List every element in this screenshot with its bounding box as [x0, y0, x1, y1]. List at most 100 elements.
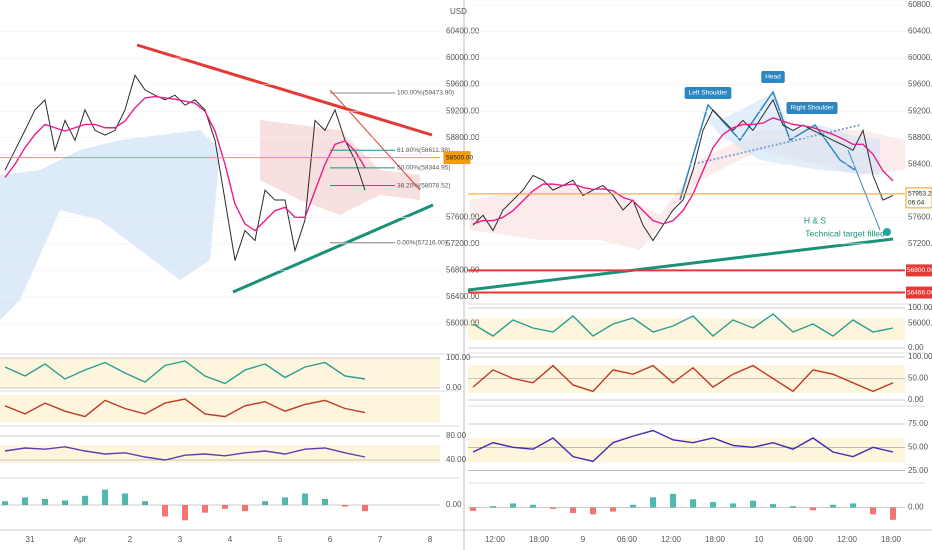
histogram-bar: [790, 506, 796, 508]
y-tick-label: 60000.00: [446, 53, 480, 62]
histogram-bar: [222, 505, 228, 509]
histogram-bar: [82, 495, 88, 505]
series-line: [472, 98, 894, 242]
series-line: [4, 74, 366, 261]
pattern-box: [684, 87, 732, 99]
y-tick-label: 56000.00: [446, 319, 480, 328]
y-tick-label: 100.00: [908, 352, 932, 361]
series-line: [472, 117, 894, 225]
series-line: [4, 446, 366, 461]
y-tick-label: 57600.00: [446, 212, 480, 221]
histogram-bar: [62, 500, 68, 505]
histogram-bar: [550, 507, 556, 509]
trendline: [232, 203, 434, 294]
fib-label: 50.00%(58344.95): [397, 165, 451, 172]
histogram-bar: [570, 507, 576, 513]
trendline: [136, 43, 433, 137]
histogram-bar: [810, 507, 816, 511]
x-tick-label: 10: [755, 535, 764, 544]
price-box: [443, 151, 471, 165]
series-line: [472, 429, 894, 463]
y-tick-label: 56000.00: [908, 319, 932, 328]
histogram-bar: [470, 507, 476, 511]
histogram-bar: [710, 502, 716, 508]
y-tick-label: 56800.00: [446, 265, 480, 274]
fib-label: 100.00%(59473.90): [397, 90, 454, 97]
price-box: [905, 187, 932, 209]
y-tick-label: 50.00: [908, 442, 929, 451]
y-tick-label: 60800.00: [908, 0, 932, 9]
y-tick-label: 0.00: [446, 500, 462, 509]
x-tick-label: 2: [128, 535, 133, 544]
pattern-label: Head: [765, 74, 781, 81]
histogram-bar: [870, 507, 876, 515]
x-tick-label: 06:00: [617, 535, 638, 544]
x-tick-label: 5: [278, 535, 283, 544]
x-tick-label: 18:00: [529, 535, 550, 544]
histogram-bar: [770, 504, 776, 508]
histogram-bar: [530, 504, 536, 508]
countdown: 06:04: [908, 200, 925, 207]
histogram-bar: [362, 505, 368, 512]
histogram-bar: [22, 497, 28, 505]
fib-label: 61.80%(58611.38): [397, 147, 450, 154]
y-tick-label: 100.00: [446, 353, 471, 362]
x-tick-label: 12:00: [661, 535, 682, 544]
histogram-bar: [890, 507, 896, 520]
series-line: [472, 313, 894, 337]
histogram-bar: [282, 497, 288, 505]
series-line: [4, 95, 366, 232]
histogram-bar: [610, 507, 616, 512]
histogram-bar: [242, 505, 248, 512]
y-tick-label: 60000.00: [908, 53, 932, 62]
y-tick-label: 0.00: [908, 503, 924, 512]
level-box: [906, 264, 932, 277]
axis-unit: USD: [450, 7, 467, 16]
series-line: [4, 398, 366, 418]
y-tick-label: 100.00: [908, 303, 932, 312]
histogram-bar: [322, 498, 328, 505]
x-tick-label: Apr: [74, 535, 87, 544]
histogram-bar: [102, 489, 108, 505]
y-tick-label: 0.00: [908, 343, 924, 352]
series-line: [472, 364, 894, 393]
histogram-bar: [342, 505, 348, 507]
panel-band: [0, 395, 440, 422]
panel-band: [0, 358, 440, 388]
cloud: [470, 130, 905, 250]
y-tick-label: 58400.00: [908, 159, 932, 168]
y-tick-label: 25.00: [908, 466, 929, 475]
histogram-bar: [42, 498, 48, 505]
price-label: 58500.00: [446, 154, 473, 161]
x-tick-label: 4: [228, 535, 233, 544]
fib-label: 0.00%(57216.00): [397, 240, 447, 247]
y-tick-label: 75.00: [908, 419, 929, 428]
y-tick-label: 57200.00: [446, 239, 480, 248]
histogram-bar: [830, 504, 836, 508]
trendline: [329, 89, 421, 191]
x-tick-label: 6: [328, 535, 333, 544]
y-tick-label: 0.00: [446, 383, 462, 392]
histogram-bar: [262, 501, 268, 505]
x-tick-label: 3: [178, 535, 183, 544]
y-tick-label: 60400.00: [908, 27, 932, 36]
histogram-bar: [2, 501, 8, 505]
level-box: [906, 286, 932, 299]
histogram-bar: [510, 503, 516, 508]
pattern-box: [786, 102, 838, 114]
y-tick-label: 59200.00: [446, 106, 480, 115]
x-tick-label: 12:00: [837, 535, 858, 544]
level-label: 56800.00: [907, 267, 932, 274]
y-tick-label: 50.00: [908, 374, 929, 383]
x-tick-label: 8: [428, 535, 433, 544]
x-tick-label: 18:00: [705, 535, 726, 544]
y-tick-label: 57600.00: [908, 212, 932, 221]
x-tick-label: 9: [581, 535, 586, 544]
panel-band: [468, 318, 905, 340]
x-tick-label: 12:00: [485, 535, 506, 544]
histogram-bar: [162, 505, 168, 517]
fib-label: 38.20%(58078.52): [397, 182, 451, 189]
x-tick-label: 7: [378, 535, 383, 544]
pattern-box: [761, 71, 785, 83]
